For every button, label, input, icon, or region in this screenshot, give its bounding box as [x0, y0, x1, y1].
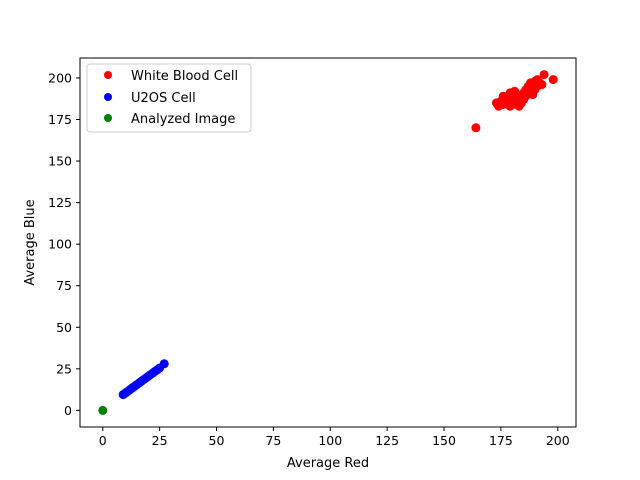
- data-points: [98, 70, 558, 415]
- y-tick-label: 175: [48, 112, 72, 127]
- point-white-blood-cell: [507, 100, 517, 109]
- point-white-blood-cell: [498, 91, 508, 101]
- point-white-blood-cell: [548, 75, 558, 85]
- y-tick-label: 25: [56, 361, 72, 376]
- legend-label-analyzed-image: Analyzed Image: [131, 112, 235, 127]
- legend-marker-analyzed-image: [104, 114, 112, 122]
- y-tick-label: 0: [64, 403, 72, 418]
- x-tick-label: 0: [99, 433, 107, 448]
- x-tick-label: 150: [432, 433, 456, 448]
- point-white-blood-cell: [505, 88, 515, 98]
- point-white-blood-cell: [530, 76, 540, 86]
- x-tick-label: 175: [489, 433, 513, 448]
- point-white-blood-cell: [539, 70, 549, 80]
- x-tick-label: 100: [318, 433, 342, 448]
- x-tick-label: 50: [209, 433, 225, 448]
- point-white-blood-cell: [471, 123, 481, 133]
- axis-ticks: 0 25 50 75 100 125 150 175 200 0 25 50 75 100 125 150 17…: [48, 70, 570, 448]
- legend: White Blood Cell U2OS Cell Analyzed Imag…: [86, 63, 252, 133]
- plot-frame: [79, 57, 577, 428]
- legend-label-white-blood-cell: White Blood Cell: [131, 69, 238, 84]
- legend-marker-white-blood-cell: [104, 71, 112, 79]
- y-tick-label: 100: [48, 237, 72, 252]
- x-tick-label: 125: [375, 433, 399, 448]
- point-white-blood-cell: [516, 98, 526, 108]
- x-axis-label: Average Red: [287, 456, 369, 471]
- y-tick-label: 75: [56, 278, 72, 293]
- y-tick-label: 200: [48, 70, 72, 85]
- y-tick-label: 50: [56, 320, 72, 335]
- legend-box: [86, 63, 252, 133]
- point-u2os-cell: [159, 359, 169, 369]
- legend-marker-u2os-cell: [104, 93, 112, 101]
- x-tick-label: 25: [152, 433, 168, 448]
- y-tick-label: 150: [48, 154, 72, 169]
- x-tick-label: 75: [265, 433, 281, 448]
- point-analyzed-image: [98, 405, 108, 415]
- y-axis-label: Average Blue: [23, 199, 38, 285]
- legend-label-u2os-cell: U2OS Cell: [131, 91, 196, 106]
- y-tick-label: 125: [48, 195, 72, 210]
- x-tick-label: 200: [546, 433, 570, 448]
